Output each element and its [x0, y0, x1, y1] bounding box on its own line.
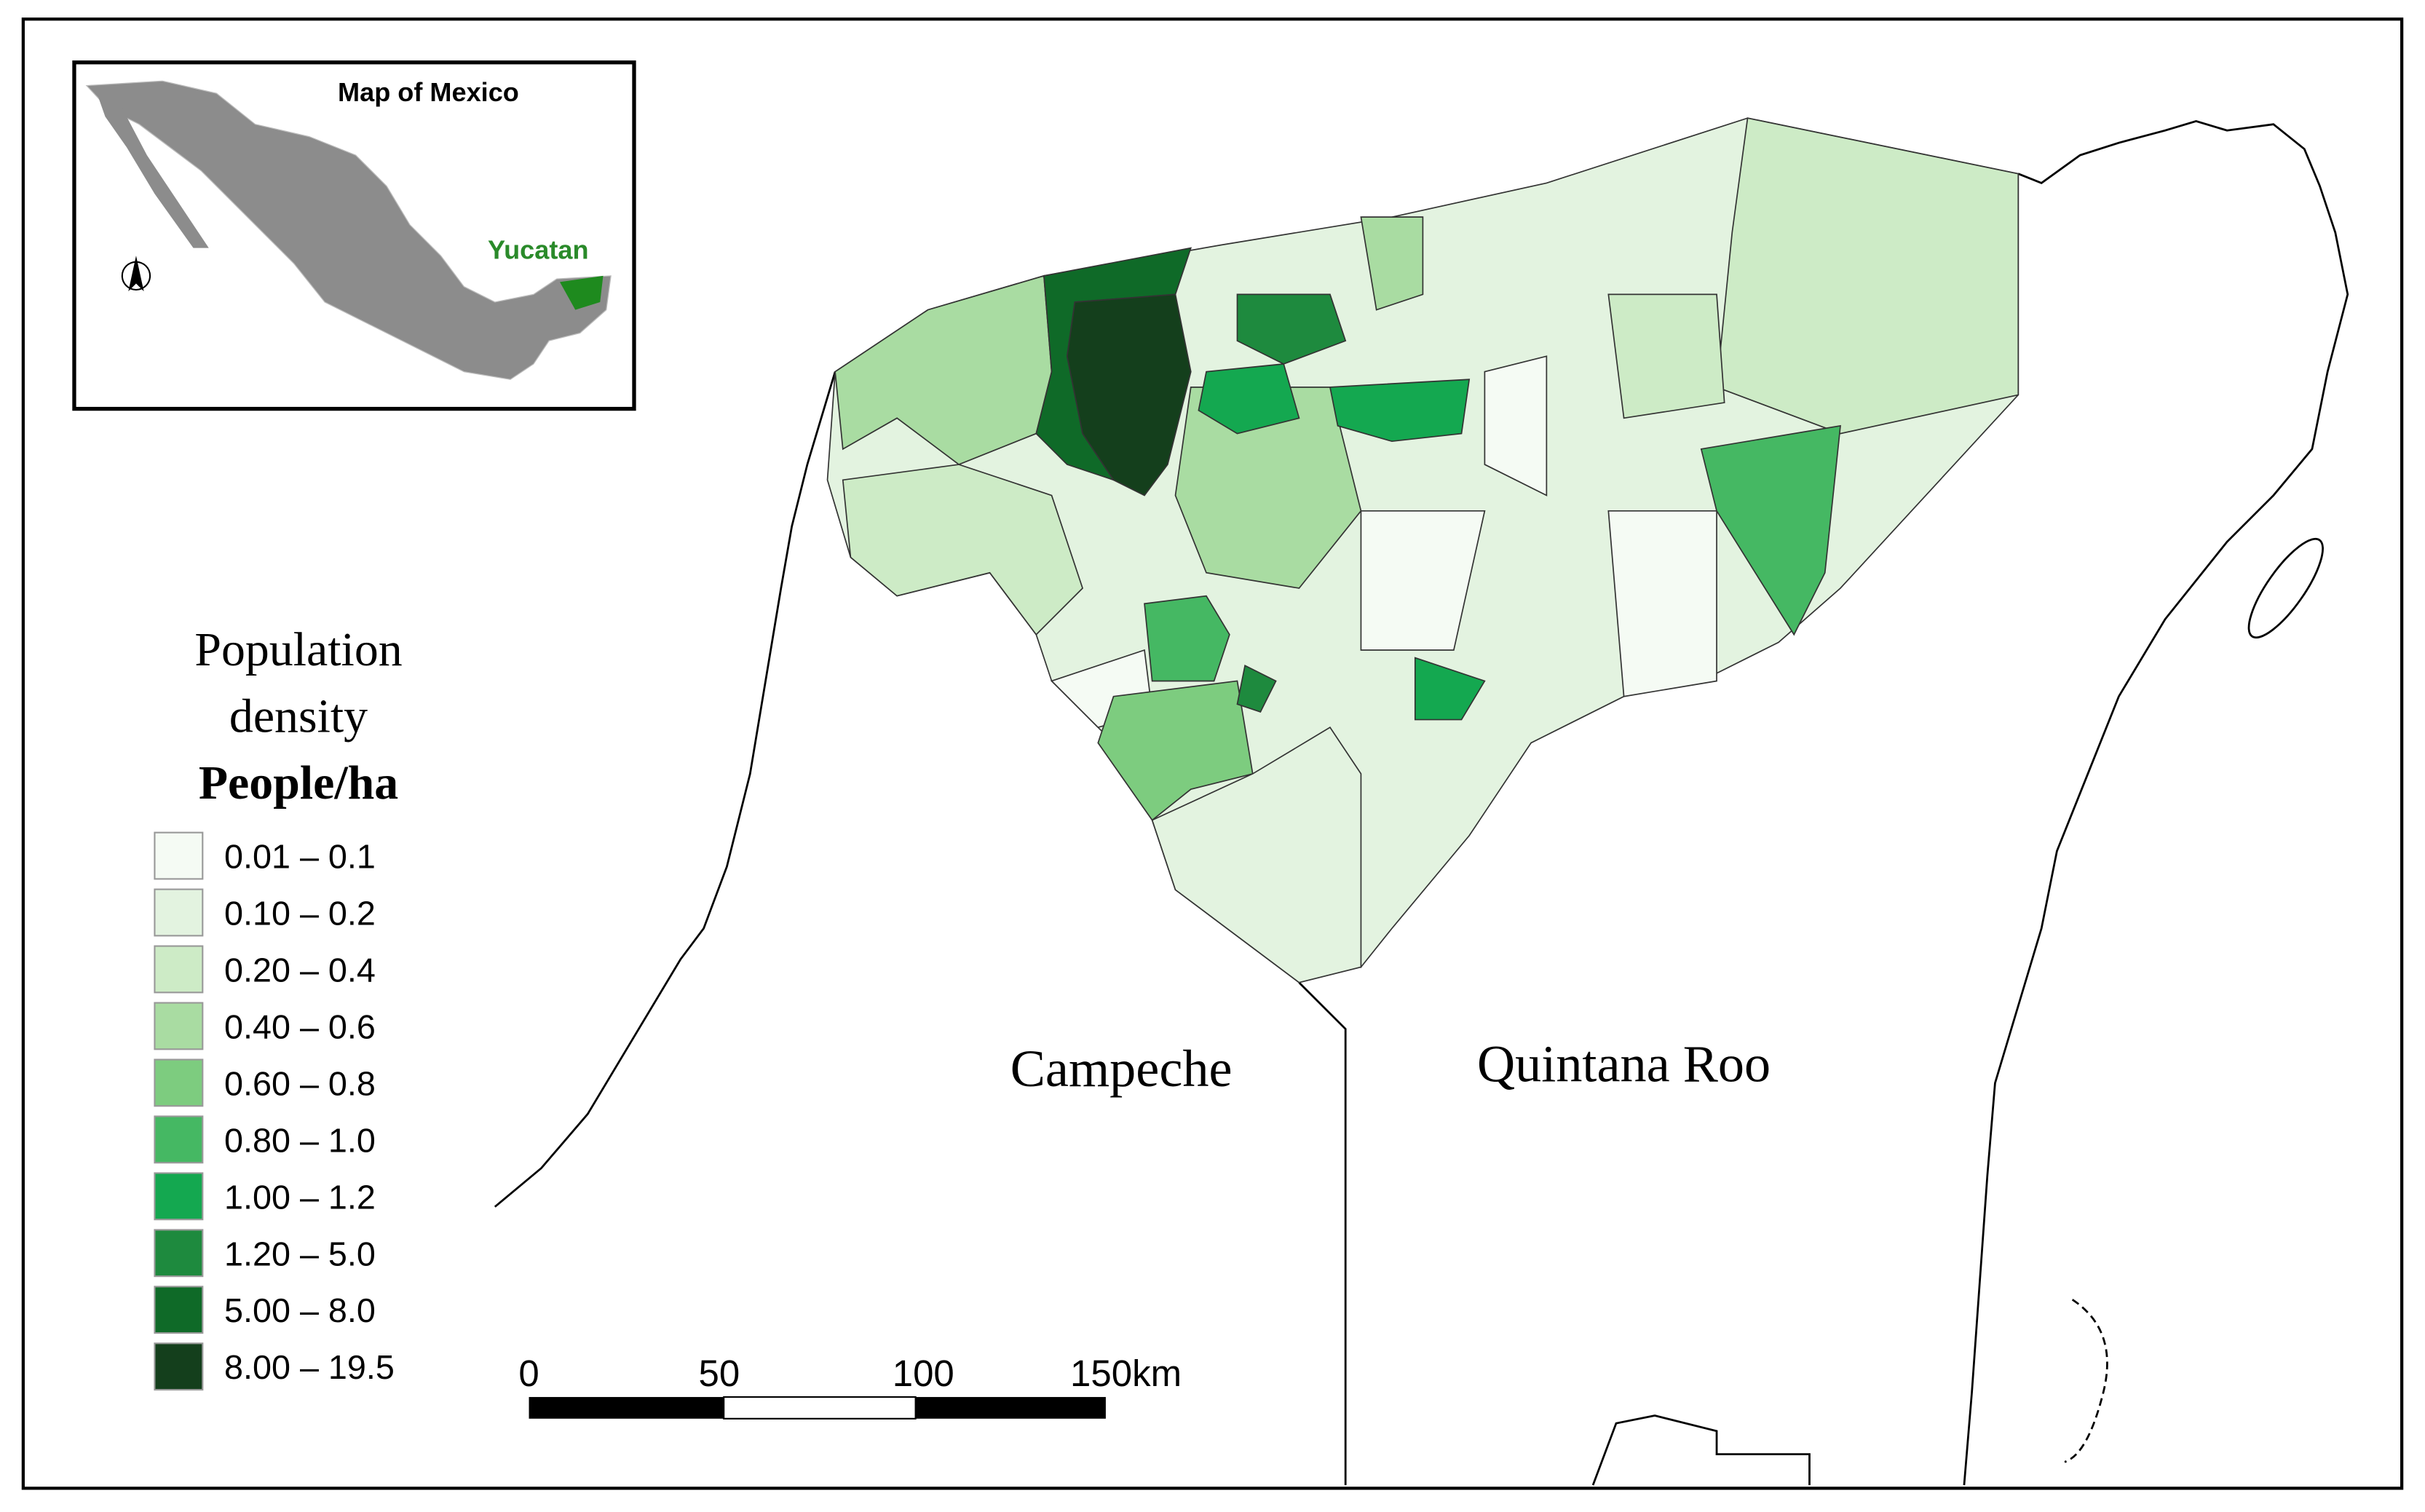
legend-label: 0.01 – 0.1 — [224, 838, 376, 876]
mexico-shape — [85, 80, 612, 380]
quintana-roo-coast — [1963, 120, 2349, 1486]
cozumel-island — [2247, 537, 2324, 639]
place-label: Campeche — [1010, 1040, 1233, 1098]
legend-swatch — [154, 1229, 204, 1278]
legend-label: 8.00 – 19.5 — [224, 1348, 395, 1386]
municipality — [1360, 216, 1424, 311]
municipality — [1716, 117, 2019, 435]
legend-swatch — [154, 1172, 204, 1221]
municipality — [1414, 657, 1486, 721]
municipality — [1198, 363, 1300, 435]
scale-bar-segment — [723, 1396, 917, 1420]
municipality — [1236, 664, 1277, 713]
belize-border — [1591, 1414, 1811, 1486]
municipality — [1097, 680, 1254, 821]
legend-swatch — [154, 888, 204, 937]
legend-label: 0.60 – 0.8 — [224, 1064, 376, 1102]
legend-label: 0.40 – 0.6 — [224, 1008, 376, 1045]
scale-label: 150km — [1070, 1353, 1182, 1394]
north-arrow — [121, 256, 151, 292]
scale-bar-segment — [915, 1397, 1106, 1419]
state-border — [1298, 981, 1347, 1486]
place-label: Quintana Roo — [1477, 1035, 1771, 1093]
legend-title: density — [229, 690, 368, 743]
legend-swatch — [154, 945, 204, 994]
legend-swatch — [154, 1002, 204, 1050]
municipality — [1700, 424, 1841, 636]
legend-label: 5.00 – 8.0 — [224, 1291, 376, 1329]
municipality — [1360, 510, 1486, 651]
legend-swatch — [154, 1115, 204, 1164]
legend-label: 1.20 – 5.0 — [224, 1235, 376, 1272]
municipality — [1144, 595, 1230, 682]
legend-swatch — [154, 1342, 204, 1391]
legend-swatch — [154, 1058, 204, 1107]
municipality — [1484, 355, 1548, 496]
municipality — [1607, 293, 1725, 419]
municipality — [1236, 293, 1347, 365]
legend-label: 0.10 – 0.2 — [224, 894, 376, 932]
legend-label: 1.00 – 1.2 — [224, 1178, 376, 1216]
inset-title: Map of Mexico — [338, 77, 519, 107]
campeche-coast — [494, 371, 836, 1208]
yucatan-inset — [560, 275, 604, 310]
municipality — [1151, 727, 1362, 983]
bay-outline — [2064, 1299, 2108, 1463]
legend-unit: People/ha — [199, 756, 398, 810]
baja-shape — [95, 90, 209, 248]
legend-swatch — [154, 1286, 204, 1334]
legend-label: 0.80 – 1.0 — [224, 1121, 376, 1159]
scale-label: 100 — [893, 1353, 954, 1394]
scale-label: 0 — [518, 1353, 539, 1394]
legend-swatch — [154, 831, 204, 880]
legend-title: Population — [194, 623, 402, 676]
municipality — [1329, 379, 1471, 443]
municipality — [1607, 510, 1717, 697]
legend-label: 0.20 – 0.4 — [224, 951, 376, 989]
scale-label: 50 — [698, 1353, 740, 1394]
municipality — [1066, 293, 1192, 496]
scale-bar-segment — [529, 1397, 724, 1419]
municipality — [842, 464, 1084, 636]
inset-highlight: Yucatan — [488, 235, 588, 265]
